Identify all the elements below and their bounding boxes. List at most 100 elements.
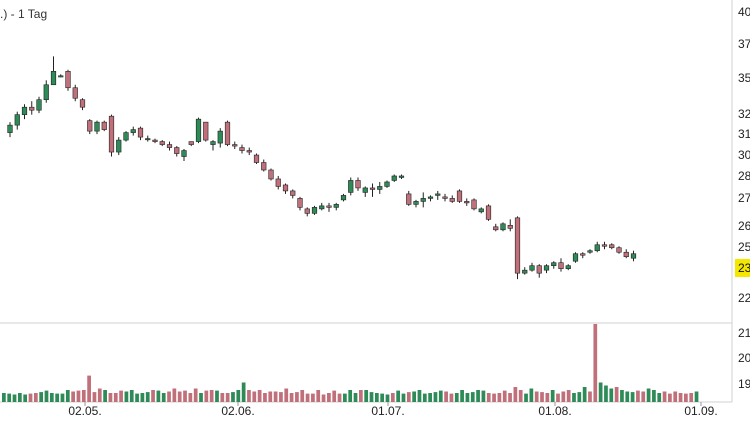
volume-bar xyxy=(481,390,486,402)
volume-bar xyxy=(87,375,91,402)
volume-bar xyxy=(646,388,651,402)
y-tick-label: 32 xyxy=(738,107,750,121)
candle-body xyxy=(195,118,202,142)
candle-body xyxy=(181,150,187,157)
volume-bar xyxy=(673,391,678,402)
candle-body xyxy=(297,198,303,208)
volume-bar xyxy=(652,390,656,402)
volume-bar xyxy=(295,392,299,402)
volume-bar xyxy=(353,393,358,402)
volume-bar xyxy=(486,393,491,402)
x-tick-label: 02.05. xyxy=(68,404,101,418)
volume-tick-label: 21 xyxy=(738,326,750,340)
volume-bar xyxy=(39,392,44,402)
volume-bar xyxy=(183,390,187,402)
volume-bar xyxy=(140,393,145,402)
volume-bar xyxy=(60,393,65,402)
candle-body xyxy=(485,205,492,220)
volume-bar xyxy=(614,387,619,402)
volume-bar xyxy=(225,393,230,402)
x-tick-label: 02.06. xyxy=(221,404,254,418)
volume-bar xyxy=(279,392,283,402)
volume-bar xyxy=(65,390,70,402)
volume-bar xyxy=(444,391,448,402)
candle-body xyxy=(130,129,136,133)
candle-body xyxy=(507,225,513,229)
candle-body xyxy=(369,187,376,190)
volume-bar xyxy=(337,393,342,402)
volume-bar xyxy=(566,390,571,402)
volume-bar xyxy=(220,393,225,402)
y-tick-label: 37 xyxy=(738,37,750,51)
candle-body xyxy=(435,193,441,196)
volume-bar xyxy=(380,393,385,402)
volume-bar xyxy=(167,391,171,402)
volume-bar xyxy=(199,393,203,402)
volume-bar xyxy=(289,393,294,402)
volume-bar xyxy=(327,393,331,402)
candle-body xyxy=(529,265,535,271)
volume-bar xyxy=(188,393,193,402)
volume-bar xyxy=(81,390,86,402)
volume-bar xyxy=(374,393,379,402)
volume-bar xyxy=(422,393,427,402)
volume-bar xyxy=(172,388,177,402)
volume-bar xyxy=(215,390,219,402)
volume-bar xyxy=(412,391,417,402)
candle-body xyxy=(609,244,615,249)
volume-bar xyxy=(321,394,326,402)
volume-bar xyxy=(593,324,598,402)
candle-body xyxy=(275,178,281,187)
candle-body xyxy=(616,247,622,253)
volume-bar xyxy=(204,390,209,402)
volume-bar xyxy=(641,391,646,402)
volume-bar xyxy=(556,393,560,402)
candle-body xyxy=(630,253,637,259)
volume-bar xyxy=(316,390,321,402)
candle-body xyxy=(268,169,274,180)
volume-bar xyxy=(113,393,118,402)
volume-bar xyxy=(433,392,438,402)
volume-bar xyxy=(460,390,464,402)
y-tick-label: 40 xyxy=(738,5,750,19)
candle-body xyxy=(587,250,593,253)
volume-bar xyxy=(97,388,102,402)
volume-bar xyxy=(609,388,614,402)
candle-body xyxy=(551,262,557,266)
volume-bar xyxy=(7,393,12,402)
volume-bar xyxy=(129,390,134,402)
candle-body xyxy=(210,141,216,145)
volume-bar xyxy=(524,393,528,402)
candle-body xyxy=(500,223,506,231)
candle-body xyxy=(21,106,28,115)
candle-body xyxy=(543,265,550,271)
candle-body xyxy=(522,269,528,274)
x-tick-label: 01.09. xyxy=(684,404,717,418)
candle-body xyxy=(152,139,158,142)
volume-bar xyxy=(332,390,337,402)
volume-tick-label: 19 xyxy=(738,377,750,391)
volume-bar xyxy=(177,391,182,402)
volume-bar xyxy=(497,393,502,402)
volume-bar xyxy=(577,392,582,402)
current-price-label: 23 xyxy=(738,261,750,275)
volume-bar xyxy=(668,393,672,402)
volume-bar xyxy=(145,392,150,402)
volume-bar xyxy=(550,390,555,402)
volume-bar xyxy=(257,390,262,402)
volume-bar xyxy=(417,390,422,402)
volume-bar xyxy=(561,391,566,402)
y-tick-label: 27 xyxy=(738,191,750,205)
candle-body xyxy=(623,251,629,258)
candle-body xyxy=(79,99,86,108)
candle-body xyxy=(224,121,231,145)
volume-tick-label: 20 xyxy=(738,351,750,365)
volume-bar xyxy=(300,390,305,402)
volume-bar xyxy=(396,390,401,402)
candle-body xyxy=(580,253,586,256)
candle-body xyxy=(601,244,608,247)
volume-bar xyxy=(28,393,33,402)
volume-bar xyxy=(689,393,694,402)
candle-body xyxy=(304,208,310,214)
